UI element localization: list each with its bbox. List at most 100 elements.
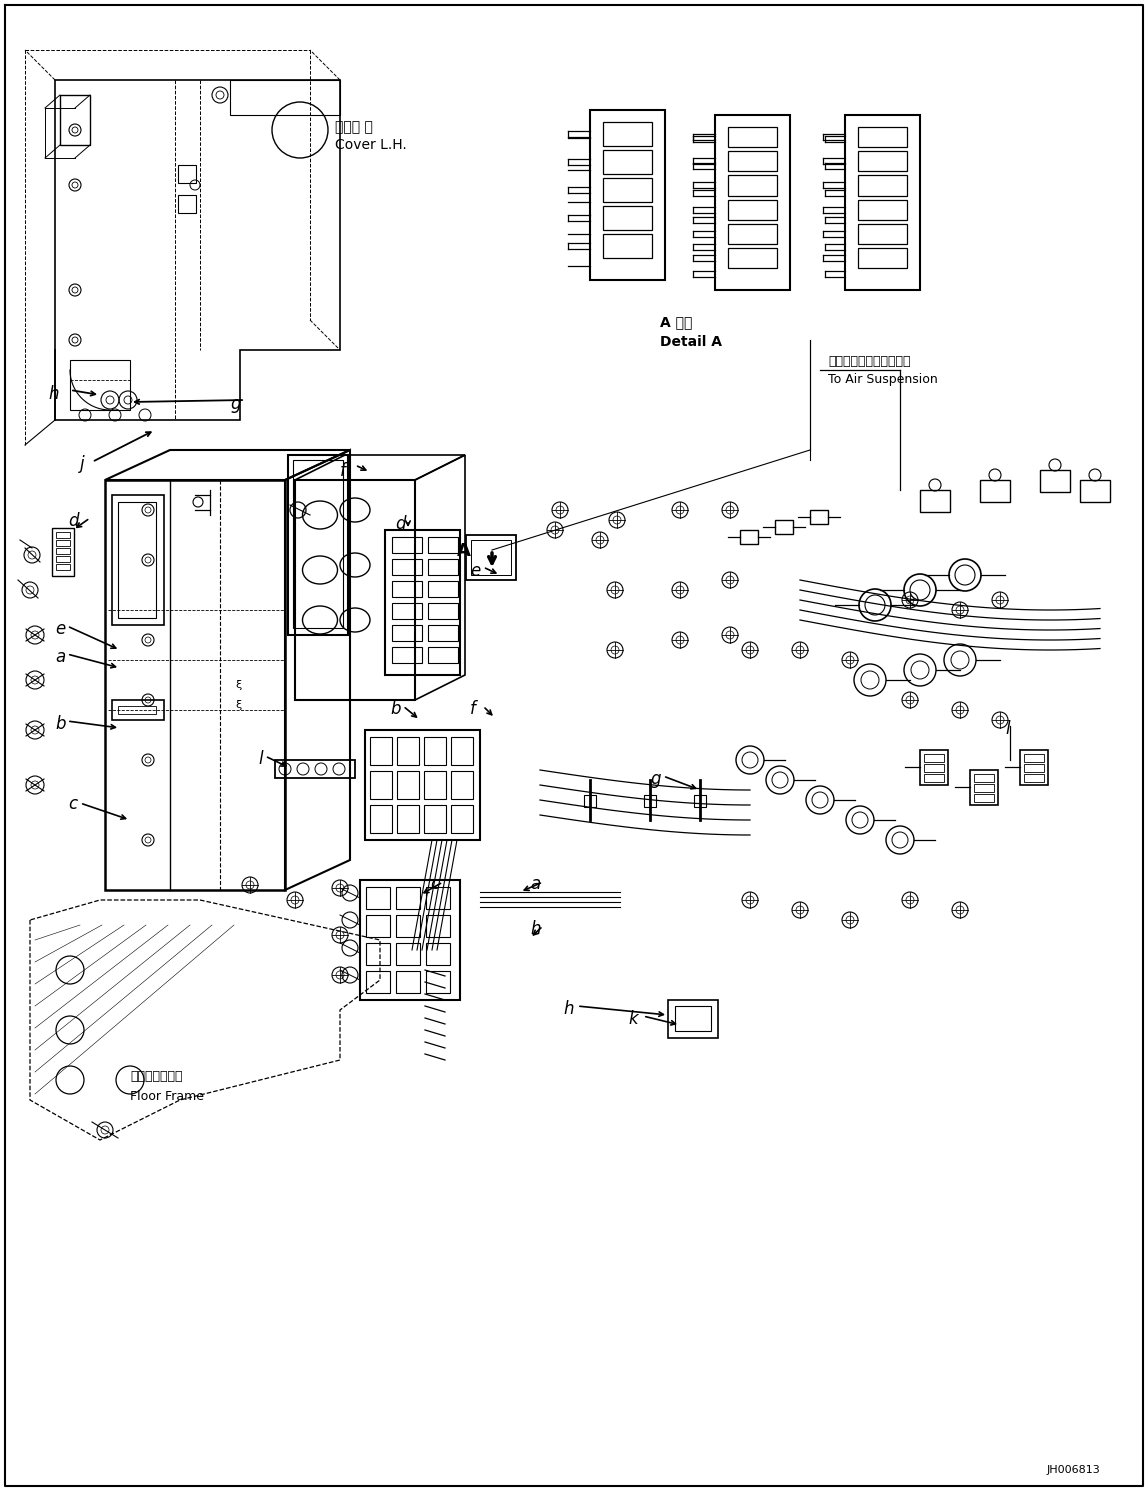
Bar (924, 763, 944, 772)
Bar (451, 737, 473, 765)
Bar (396, 915, 420, 936)
Text: カバー 左: カバー 左 (335, 119, 373, 134)
Bar (1040, 470, 1070, 492)
Bar (391, 647, 422, 663)
Text: b: b (55, 716, 65, 734)
Bar (728, 176, 777, 195)
Bar (668, 1000, 718, 1038)
Bar (451, 805, 473, 833)
Bar (980, 480, 1010, 502)
Bar (56, 532, 70, 538)
Text: f: f (340, 462, 346, 480)
Bar (396, 971, 420, 993)
Bar (775, 520, 793, 534)
Bar (113, 495, 164, 625)
Bar (396, 887, 420, 910)
Bar (858, 127, 907, 148)
Bar (970, 769, 998, 805)
Text: Cover L.H.: Cover L.H. (335, 139, 406, 152)
Bar (1024, 774, 1044, 781)
Bar (924, 754, 944, 762)
Bar (366, 971, 390, 993)
Bar (288, 455, 348, 635)
Bar (428, 647, 458, 663)
Bar (924, 774, 944, 781)
Text: h: h (48, 385, 59, 403)
Bar (428, 581, 458, 596)
Text: h: h (563, 1000, 574, 1018)
Bar (391, 602, 422, 619)
Text: フロアフレーム: フロアフレーム (130, 1071, 183, 1082)
Bar (178, 195, 196, 213)
Bar (1024, 754, 1044, 762)
Bar (603, 177, 652, 201)
Bar (370, 771, 391, 799)
Bar (366, 915, 390, 936)
Text: A 詳細: A 詳細 (660, 315, 692, 330)
Text: ξ: ξ (235, 680, 241, 690)
Bar (70, 359, 130, 410)
Text: d: d (68, 511, 78, 529)
Text: JH006813: JH006813 (1046, 1466, 1100, 1475)
Bar (675, 1006, 711, 1030)
Bar (974, 784, 994, 792)
Bar (397, 805, 419, 833)
Bar (391, 581, 422, 596)
Bar (644, 795, 656, 807)
Bar (695, 795, 706, 807)
Bar (584, 795, 596, 807)
Bar (603, 234, 652, 258)
Bar (728, 200, 777, 219)
Bar (428, 537, 458, 553)
Bar (974, 795, 994, 802)
Bar (974, 774, 994, 781)
Bar (118, 502, 156, 617)
Bar (397, 737, 419, 765)
Bar (428, 559, 458, 576)
Bar (858, 151, 907, 171)
Bar (366, 942, 390, 965)
Bar (858, 200, 907, 219)
Text: a: a (530, 875, 541, 893)
Bar (426, 915, 450, 936)
Bar (366, 887, 390, 910)
Bar (178, 166, 196, 183)
Text: f: f (470, 699, 476, 719)
Bar (396, 942, 420, 965)
Bar (391, 559, 422, 576)
Bar (56, 549, 70, 555)
Text: e: e (470, 562, 480, 580)
Bar (728, 224, 777, 245)
Bar (858, 176, 907, 195)
Bar (113, 699, 164, 720)
Bar (230, 81, 340, 115)
Bar (370, 737, 391, 765)
Bar (60, 95, 90, 145)
Text: ξ: ξ (235, 699, 241, 710)
Text: e: e (55, 620, 65, 638)
Bar (428, 602, 458, 619)
Bar (365, 731, 480, 839)
Bar (424, 737, 447, 765)
Bar (56, 564, 70, 570)
Bar (715, 115, 790, 291)
Text: c: c (430, 875, 440, 893)
Text: h: h (530, 920, 541, 938)
Text: Floor Frame: Floor Frame (130, 1090, 204, 1103)
Bar (810, 510, 828, 523)
Bar (728, 248, 777, 268)
Bar (471, 540, 511, 576)
Bar (451, 771, 473, 799)
Bar (740, 529, 758, 544)
Text: To Air Suspension: To Air Suspension (828, 373, 938, 386)
Bar (385, 529, 460, 675)
Bar (428, 625, 458, 641)
Bar (858, 248, 907, 268)
Text: b: b (390, 699, 401, 719)
Text: A: A (457, 543, 471, 561)
Bar (426, 942, 450, 965)
Bar (276, 760, 355, 778)
Text: j: j (80, 455, 85, 473)
Bar (424, 771, 447, 799)
Bar (426, 971, 450, 993)
